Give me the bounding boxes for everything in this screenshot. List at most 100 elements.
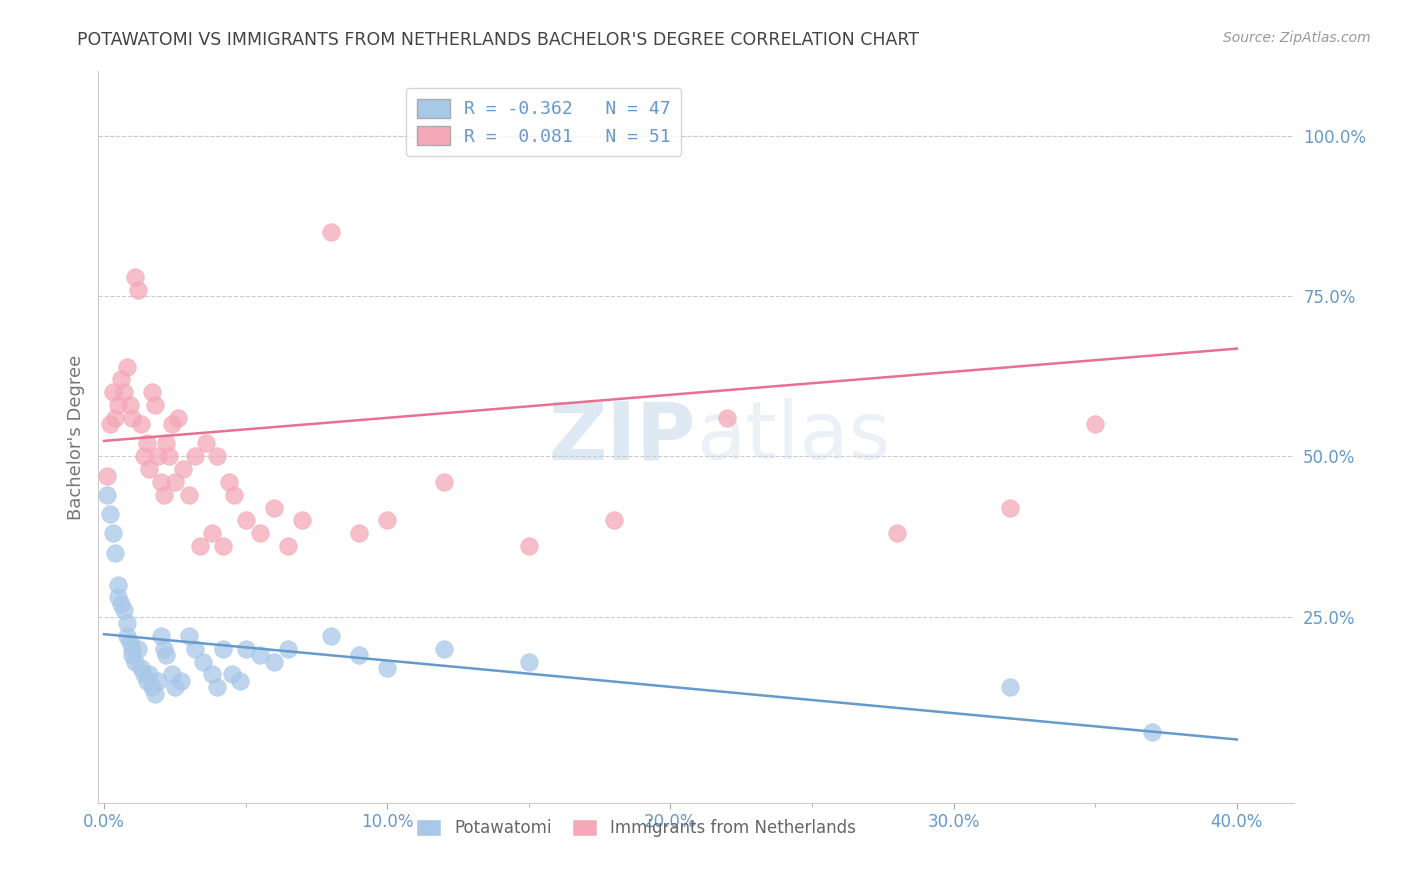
Point <box>129 661 152 675</box>
Point <box>177 629 200 643</box>
Point <box>98 507 121 521</box>
Point <box>319 629 342 643</box>
Point <box>107 398 129 412</box>
Point <box>141 681 163 695</box>
Point <box>132 450 155 464</box>
Point <box>129 417 152 432</box>
Point <box>101 385 124 400</box>
Point <box>112 385 135 400</box>
Point <box>183 641 205 656</box>
Point <box>118 635 141 649</box>
Point <box>124 269 146 284</box>
Point <box>886 526 908 541</box>
Point <box>433 641 456 656</box>
Point <box>112 603 135 617</box>
Point <box>163 681 186 695</box>
Point <box>517 539 540 553</box>
Point <box>249 526 271 541</box>
Point <box>146 673 169 688</box>
Point <box>218 475 240 489</box>
Point <box>190 539 212 553</box>
Y-axis label: Bachelor's Degree: Bachelor's Degree <box>66 354 84 520</box>
Point <box>212 641 235 656</box>
Point <box>172 462 194 476</box>
Point <box>1084 417 1107 432</box>
Point <box>104 545 127 559</box>
Point <box>96 488 118 502</box>
Point <box>263 500 285 515</box>
Point <box>110 372 132 386</box>
Point <box>118 398 141 412</box>
Point <box>121 641 143 656</box>
Point <box>146 450 169 464</box>
Point <box>124 655 146 669</box>
Text: POTAWATOMI VS IMMIGRANTS FROM NETHERLANDS BACHELOR'S DEGREE CORRELATION CHART: POTAWATOMI VS IMMIGRANTS FROM NETHERLAND… <box>77 31 920 49</box>
Point <box>229 673 252 688</box>
Point <box>347 648 370 663</box>
Point <box>1140 725 1163 739</box>
Point <box>157 450 180 464</box>
Point <box>375 661 398 675</box>
Point <box>149 629 172 643</box>
Point <box>135 436 157 450</box>
Point <box>263 655 285 669</box>
Point <box>169 673 191 688</box>
Point <box>375 514 398 528</box>
Point <box>201 667 224 681</box>
Point <box>127 283 149 297</box>
Point <box>235 641 257 656</box>
Text: ZIP: ZIP <box>548 398 696 476</box>
Point <box>183 450 205 464</box>
Point <box>101 526 124 541</box>
Point <box>96 468 118 483</box>
Point <box>152 488 174 502</box>
Point <box>104 410 127 425</box>
Point <box>207 681 229 695</box>
Point <box>319 225 342 239</box>
Point <box>291 514 314 528</box>
Point <box>152 641 174 656</box>
Point <box>149 475 172 489</box>
Point <box>235 514 257 528</box>
Point <box>155 436 177 450</box>
Point <box>177 488 200 502</box>
Point <box>433 475 456 489</box>
Point <box>201 526 224 541</box>
Point <box>138 462 160 476</box>
Point <box>121 648 143 663</box>
Text: Source: ZipAtlas.com: Source: ZipAtlas.com <box>1223 31 1371 45</box>
Text: atlas: atlas <box>696 398 890 476</box>
Point <box>110 597 132 611</box>
Point <box>143 687 166 701</box>
Point <box>107 577 129 591</box>
Point <box>277 539 299 553</box>
Point <box>155 648 177 663</box>
Point <box>207 450 229 464</box>
Point <box>224 488 246 502</box>
Point <box>121 410 143 425</box>
Point <box>221 667 243 681</box>
Point <box>160 417 183 432</box>
Point <box>127 641 149 656</box>
Point <box>603 514 626 528</box>
Point <box>716 410 738 425</box>
Point <box>115 616 138 631</box>
Point <box>135 673 157 688</box>
Point <box>107 591 129 605</box>
Point <box>1000 681 1022 695</box>
Point <box>115 629 138 643</box>
Point <box>347 526 370 541</box>
Point <box>132 667 155 681</box>
Point <box>517 655 540 669</box>
Point <box>249 648 271 663</box>
Point <box>195 436 218 450</box>
Legend: Potawatomi, Immigrants from Netherlands: Potawatomi, Immigrants from Netherlands <box>408 811 865 846</box>
Point <box>166 410 188 425</box>
Point <box>193 655 215 669</box>
Point <box>115 359 138 374</box>
Point <box>1000 500 1022 515</box>
Point <box>143 398 166 412</box>
Point <box>138 667 160 681</box>
Point <box>163 475 186 489</box>
Point <box>141 385 163 400</box>
